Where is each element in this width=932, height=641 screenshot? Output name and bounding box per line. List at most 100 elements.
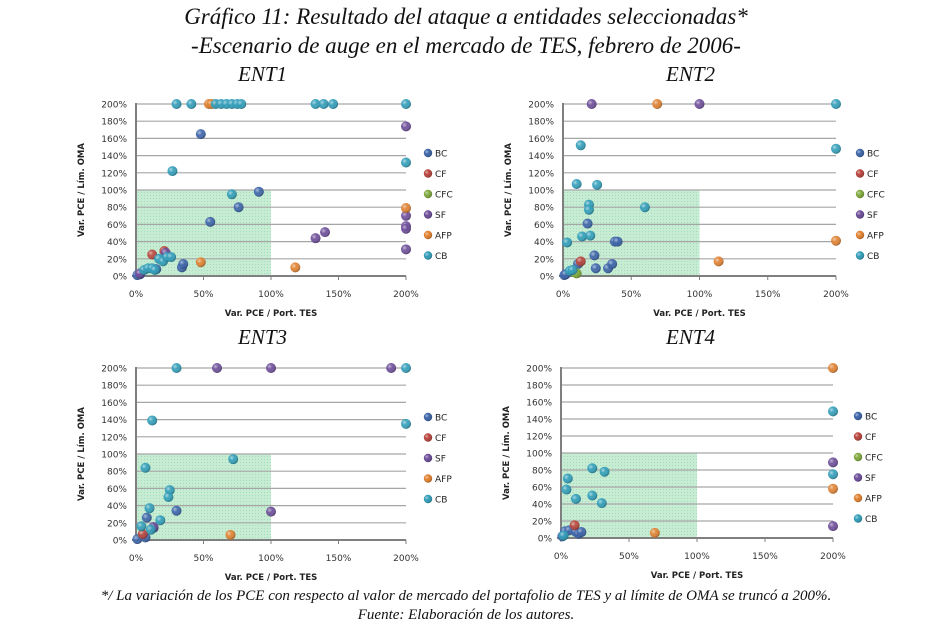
- data-point-cb: [401, 157, 411, 168]
- legend-label: SF: [435, 455, 446, 465]
- legend-item-cfc[interactable]: CFC: [855, 189, 885, 201]
- legend-item-cb[interactable]: CB: [423, 251, 448, 262]
- x-tick-label: 150%: [752, 552, 778, 562]
- legend-item-afp[interactable]: AFP: [855, 230, 885, 242]
- x-tick-label: 100%: [684, 552, 710, 562]
- data-point-afp: [652, 99, 663, 109]
- data-point-sf: [401, 244, 411, 255]
- legend-item-bc[interactable]: BC: [855, 148, 880, 160]
- y-axis-label: Var. PCE / Lím. OMA: [77, 407, 87, 501]
- y-tick-label: 160%: [101, 135, 127, 145]
- y-axis-label: Var. PCE / Lím. OMA: [77, 143, 87, 237]
- data-point-cb: [136, 521, 147, 532]
- data-point-afp: [225, 529, 236, 540]
- legend-label: CFC: [865, 454, 883, 464]
- legend-label: BC: [435, 150, 447, 160]
- legend-item-bc[interactable]: BC: [853, 411, 878, 423]
- legend-item-cb[interactable]: CB: [853, 514, 878, 525]
- legend-item-cfc[interactable]: CFC: [853, 452, 883, 464]
- data-point-bc: [141, 512, 152, 523]
- legend-item-cfc[interactable]: CFC: [423, 189, 453, 201]
- data-point-cb: [562, 473, 573, 484]
- data-point-cb: [585, 230, 596, 241]
- data-point-cf: [575, 256, 586, 267]
- legend-item-cb[interactable]: CB: [855, 251, 880, 262]
- y-tick-label: 60%: [107, 221, 127, 231]
- y-tick-label: 0%: [113, 273, 128, 283]
- data-point-cb: [310, 99, 321, 109]
- data-point-cb: [149, 264, 160, 275]
- legend-label: BC: [865, 413, 877, 423]
- y-tick-label: 160%: [101, 399, 127, 409]
- x-tick-label: 150%: [326, 554, 352, 564]
- legend-label: AFP: [435, 232, 452, 242]
- y-tick-label: 60%: [532, 484, 552, 494]
- data-point-cb: [318, 99, 329, 109]
- data-point-cb: [144, 503, 155, 514]
- legend-item-sf[interactable]: SF: [423, 210, 446, 221]
- legend-label: AFP: [865, 495, 882, 505]
- legend-item-bc[interactable]: BC: [423, 412, 448, 424]
- data-point-cb: [155, 515, 166, 526]
- legend-item-afp[interactable]: AFP: [853, 493, 883, 505]
- data-point-cb: [592, 179, 603, 190]
- x-tick-label: 150%: [326, 290, 352, 300]
- y-tick-label: 120%: [101, 169, 127, 179]
- legend-label: BC: [435, 414, 447, 424]
- data-point-sf: [694, 99, 705, 109]
- data-point-sf: [401, 223, 411, 234]
- legend-label: AFP: [867, 232, 884, 242]
- y-tick-label: 120%: [526, 433, 552, 443]
- x-tick-label: 200%: [820, 552, 846, 562]
- chart-title-ent1: ENT1: [238, 62, 288, 86]
- legend-item-sf[interactable]: SF: [855, 210, 878, 221]
- legend-item-cf[interactable]: CF: [423, 169, 447, 180]
- data-point-cf: [137, 528, 148, 539]
- data-point-afp: [195, 257, 206, 268]
- data-point-bc: [590, 263, 601, 274]
- data-point-sf: [401, 210, 411, 221]
- legend-label: CF: [865, 433, 876, 443]
- x-tick-label: 0%: [556, 290, 571, 300]
- legend-item-bc[interactable]: BC: [423, 148, 448, 160]
- y-tick-label: 200%: [101, 365, 127, 375]
- legend-item-sf[interactable]: SF: [423, 453, 446, 465]
- legend-item-cf[interactable]: CF: [853, 432, 877, 443]
- scatter-chart-ent1: 0% 20% 40% 60% 80% 100% 120% 140% 160% 180% 200% 0%…: [77, 99, 453, 319]
- y-tick-label: 40%: [107, 238, 127, 248]
- scatter-chart-ent3: 0% 20% 40% 60% 80% 100% 120% 140% 160% 180% 200% 0%…: [77, 363, 452, 583]
- legend-label: CF: [435, 170, 446, 180]
- y-axis-label: Var. PCE / Lím. OMA: [502, 406, 512, 500]
- legend-item-cf[interactable]: CF: [423, 433, 447, 444]
- x-tick-label: 50%: [621, 290, 641, 300]
- legend-label: SF: [435, 211, 446, 221]
- y-tick-label: 0%: [113, 537, 128, 547]
- legend-item-sf[interactable]: SF: [853, 473, 876, 484]
- legend-label: CFC: [435, 191, 453, 201]
- data-point-cb: [171, 99, 182, 109]
- data-point-cb: [575, 140, 586, 151]
- y-tick-label: 180%: [101, 118, 127, 128]
- legend-item-cb[interactable]: CB: [423, 494, 448, 506]
- y-tick-label: 180%: [528, 118, 554, 128]
- data-point-cb: [831, 99, 841, 109]
- x-tick-label: 0%: [129, 290, 144, 300]
- y-tick-label: 140%: [528, 152, 554, 162]
- y-tick-label: 100%: [526, 450, 552, 460]
- data-point-bc: [612, 236, 623, 247]
- x-tick-label: 50%: [193, 554, 213, 564]
- data-point-bc: [576, 527, 587, 538]
- data-point-cb: [186, 99, 197, 109]
- data-point-cb: [328, 99, 339, 109]
- legend-item-afp[interactable]: AFP: [423, 474, 453, 485]
- legend-item-cf[interactable]: CF: [855, 169, 879, 180]
- y-tick-label: 200%: [528, 101, 554, 111]
- y-axis-label: Var. PCE / Lím. OMA: [504, 143, 514, 237]
- data-point-cb: [596, 498, 607, 509]
- y-tick-label: 80%: [107, 468, 127, 478]
- y-tick-label: 160%: [528, 135, 554, 145]
- data-point-sf: [828, 457, 838, 468]
- data-point-cf: [569, 520, 580, 531]
- legend-item-afp[interactable]: AFP: [423, 230, 453, 242]
- data-point-cb: [145, 524, 156, 535]
